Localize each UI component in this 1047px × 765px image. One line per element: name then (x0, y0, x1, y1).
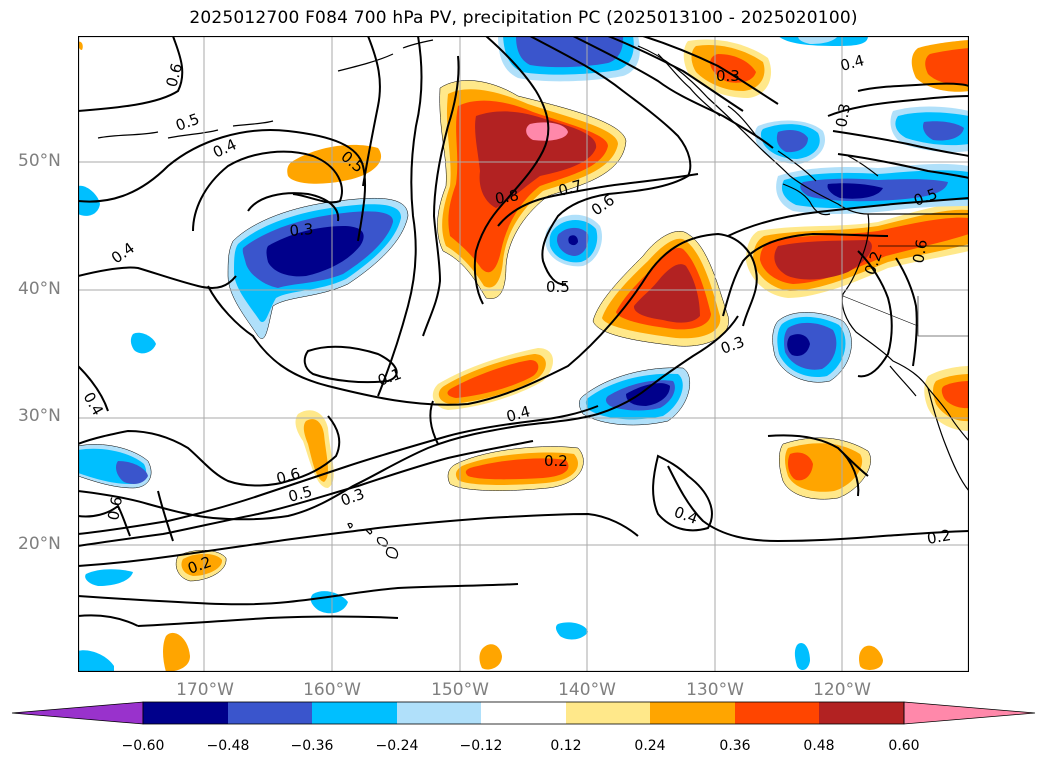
contour-label: 0.3 (716, 67, 740, 85)
contour-label: 0.3 (289, 220, 314, 240)
lat-label: 50°N (18, 151, 61, 171)
colorbar-extend-low (11, 701, 144, 725)
colorbar-tick-label: −0.36 (290, 738, 334, 754)
contour-label: 0.6 (162, 61, 186, 89)
colorbar-swatch (735, 702, 819, 724)
colorbar-extend-high (903, 701, 1036, 725)
colorbar-tick-label: 0.60 (888, 738, 920, 754)
colorbar-swatch (481, 702, 566, 724)
gridlines (78, 36, 969, 672)
coastlines (97, 39, 969, 559)
lat-label: 20°N (18, 534, 61, 554)
colorbar-tick-label: 0.48 (803, 738, 835, 754)
lon-label: 170°W (176, 680, 234, 700)
lon-label: 150°W (431, 680, 489, 700)
colorbar-tick-label: −0.24 (375, 738, 419, 754)
pv-contours (78, 36, 969, 627)
contour-label: 0.4 (504, 402, 532, 426)
colorbar-tick-label: 0.24 (634, 738, 666, 754)
chart-title: 2025012700 F084 700 hPa PV, precipitatio… (189, 8, 858, 28)
contour-label: 0.8 (494, 186, 521, 208)
colorbar-frame (142, 701, 905, 725)
colorbar-tick-label: 0.12 (550, 738, 582, 754)
contour-label: 0.4 (838, 51, 866, 75)
lon-label: 120°W (813, 680, 871, 700)
colorbar-swatch (650, 702, 735, 724)
map-plot: 0.6 0.5 0.4 0.5 0.3 0.4 0.8 0.7 0.6 0.5 … (78, 36, 969, 672)
lon-label: 160°W (303, 680, 361, 700)
contour-label: 0.6 (909, 238, 931, 265)
contour-label: 0.6 (104, 495, 126, 522)
contour-label: 0.6 (274, 464, 302, 488)
negative-anomaly-shading (78, 36, 969, 672)
contour-label: 0.2 (544, 452, 568, 470)
colorbar-tick-label: 0.36 (719, 738, 751, 754)
contour-label: 0.5 (286, 482, 314, 506)
contour-label: 0.5 (546, 278, 570, 296)
colorbar-swatch (566, 702, 650, 724)
lat-label: 40°N (18, 279, 61, 299)
map-panel: 0.6 0.5 0.4 0.5 0.3 0.4 0.8 0.7 0.6 0.5 … (78, 36, 969, 672)
map-border (78, 36, 969, 672)
contour-label: 0.2 (926, 526, 953, 548)
colorbar-swatch (228, 702, 312, 724)
colorbar-tick-label: −0.12 (459, 738, 503, 754)
positive-anomaly-shading (78, 39, 969, 672)
lat-label: 30°N (18, 406, 61, 426)
colorbar-tick-label: −0.48 (206, 738, 250, 754)
colorbar-swatch (819, 702, 904, 724)
shading-outlines (78, 80, 871, 582)
contour-label: 0.3 (832, 102, 854, 129)
lon-label: 130°W (686, 680, 744, 700)
contour-label: 0.7 (556, 176, 584, 200)
colorbar (11, 701, 1036, 725)
colorbar-tick-label: −0.60 (121, 738, 165, 754)
colorbar-swatch (312, 702, 397, 724)
colorbar-swatch (397, 702, 481, 724)
lon-label: 140°W (558, 680, 616, 700)
colorbar-swatch (143, 702, 228, 724)
